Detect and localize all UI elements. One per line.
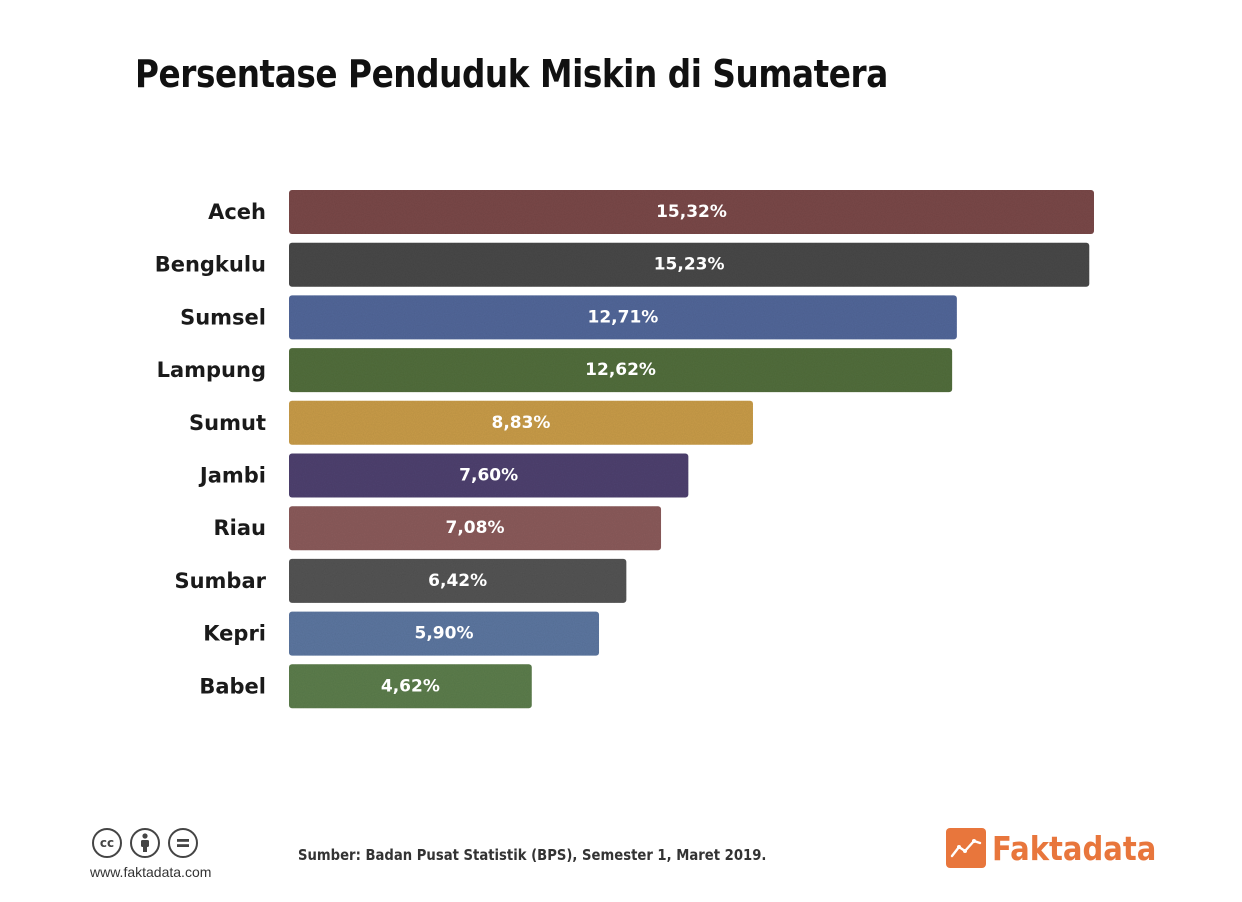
- category-label: Jambi: [198, 464, 266, 488]
- value-label: 4,62%: [381, 676, 440, 696]
- value-label: 8,83%: [491, 413, 550, 433]
- attribution-icon: [130, 828, 160, 858]
- bar-bengkulu: [289, 242, 1090, 287]
- source-note: Sumber: Badan Pusat Statistik (BPS), Sem…: [298, 846, 767, 864]
- bar-riau: [289, 506, 662, 551]
- value-label: 5,90%: [415, 624, 474, 644]
- bar-lampung: [289, 348, 953, 393]
- bar-kepri: [289, 611, 600, 656]
- bar-sumbar: [289, 558, 627, 603]
- value-label: 15,32%: [656, 202, 727, 222]
- category-label: Babel: [199, 674, 266, 698]
- bar-jambi: [289, 453, 689, 498]
- bar-babel: [289, 664, 532, 709]
- category-label: Lampung: [157, 358, 266, 382]
- license-icons: cc: [92, 828, 198, 858]
- value-label: 6,42%: [428, 571, 487, 591]
- category-label: Kepri: [203, 622, 266, 646]
- brand: Faktadata: [946, 828, 1179, 868]
- bar-chart: Aceh 15,32% Bengkulu 15,23% Sumsel 12,71% Lamp…: [155, 190, 1094, 709]
- category-label: Riau: [214, 516, 267, 540]
- value-label: 7,08%: [446, 518, 505, 538]
- brand-name: Faktadata: [992, 828, 1157, 868]
- value-label: 12,62%: [585, 360, 656, 380]
- value-label: 7,60%: [459, 466, 518, 486]
- bar-sumsel: [289, 295, 957, 340]
- faktadata-logo-icon: [946, 828, 986, 868]
- category-label: Aceh: [208, 200, 266, 224]
- creative-commons-icon: cc: [92, 828, 122, 858]
- value-label: 15,23%: [654, 255, 725, 275]
- no-derivatives-icon: [168, 828, 198, 858]
- bar-sumut: [289, 400, 753, 445]
- category-label: Sumbar: [174, 569, 266, 593]
- category-label: Bengkulu: [155, 253, 266, 277]
- bar-aceh: [289, 190, 1094, 234]
- chart-title: Persentase Penduduk Miskin di Sumatera: [135, 52, 888, 96]
- value-label: 12,71%: [588, 307, 659, 327]
- website-link[interactable]: www.faktadata.com: [90, 864, 212, 880]
- category-label: Sumut: [189, 411, 266, 435]
- category-label: Sumsel: [180, 305, 266, 329]
